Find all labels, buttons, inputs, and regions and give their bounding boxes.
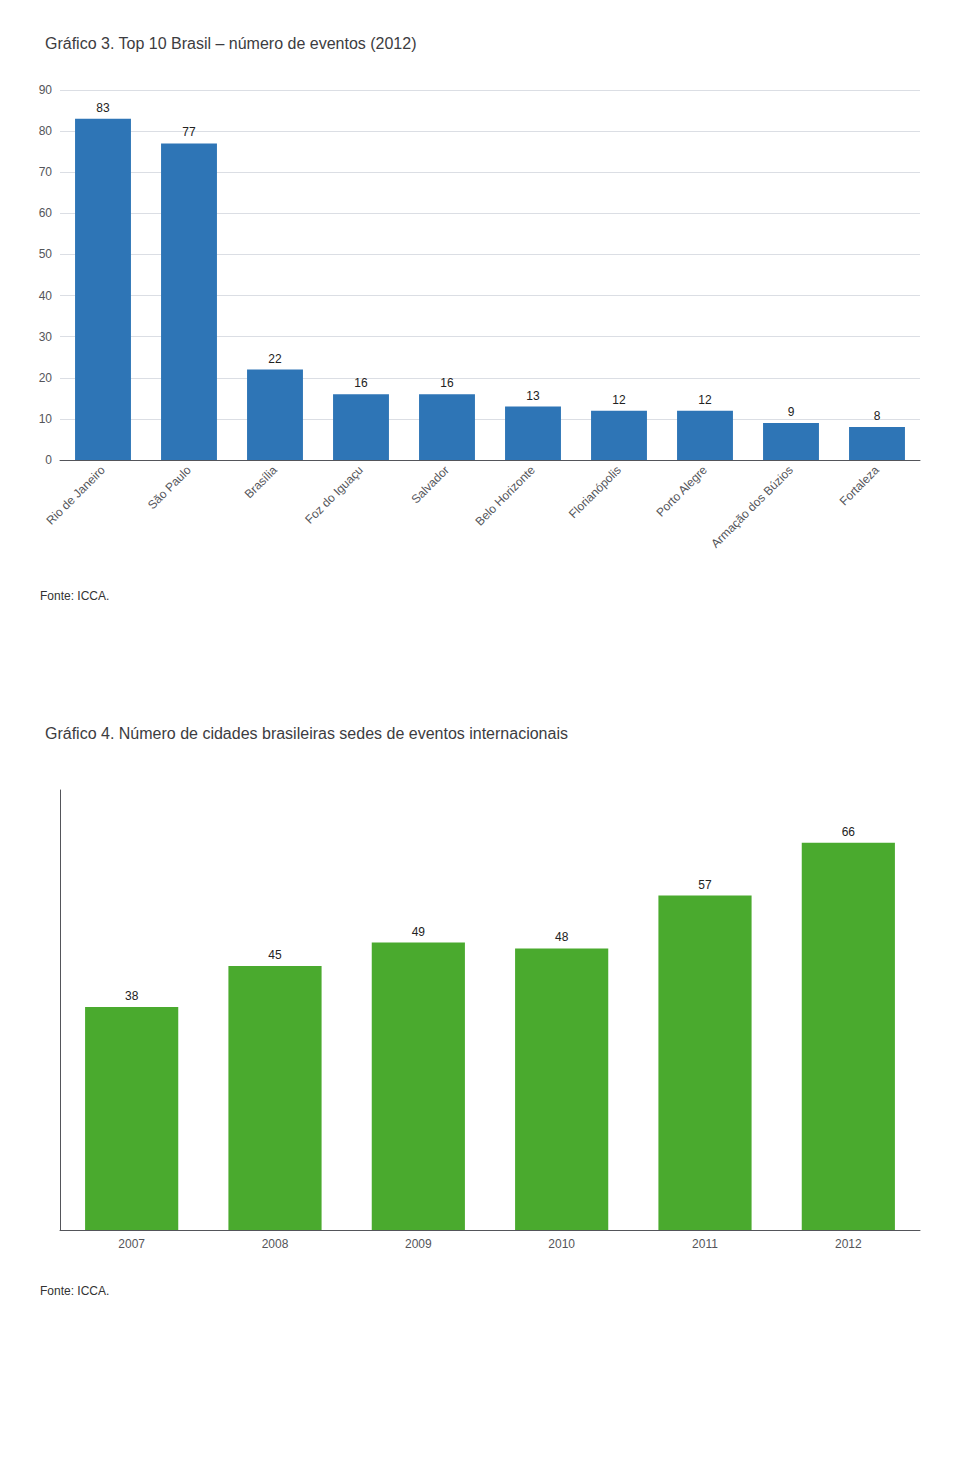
svg-text:Rio de Janeiro: Rio de Janeiro bbox=[43, 463, 108, 528]
svg-text:2009: 2009 bbox=[405, 1237, 432, 1251]
svg-text:38: 38 bbox=[125, 989, 139, 1003]
svg-text:60: 60 bbox=[39, 206, 53, 220]
svg-text:Armação dos Búzios: Armação dos Búzios bbox=[708, 463, 796, 551]
svg-text:Fortaleza: Fortaleza bbox=[837, 463, 882, 508]
svg-text:2008: 2008 bbox=[262, 1237, 289, 1251]
svg-text:Fonte: ICCA.: Fonte: ICCA. bbox=[40, 589, 109, 603]
svg-text:83: 83 bbox=[96, 101, 110, 115]
svg-text:Florianópolis: Florianópolis bbox=[566, 463, 624, 521]
svg-text:Gráfico 3. Top 10 Brasil – núm: Gráfico 3. Top 10 Brasil – número de eve… bbox=[45, 35, 416, 52]
svg-text:50: 50 bbox=[39, 247, 53, 261]
svg-text:São Paulo: São Paulo bbox=[145, 463, 194, 512]
svg-text:40: 40 bbox=[39, 289, 53, 303]
svg-text:16: 16 bbox=[354, 376, 368, 390]
svg-text:12: 12 bbox=[698, 393, 712, 407]
svg-text:Salvador: Salvador bbox=[409, 463, 452, 506]
svg-text:12: 12 bbox=[612, 393, 626, 407]
svg-text:13: 13 bbox=[526, 389, 540, 403]
svg-text:49: 49 bbox=[412, 925, 426, 939]
svg-text:2011: 2011 bbox=[692, 1237, 718, 1251]
svg-text:20: 20 bbox=[39, 371, 53, 385]
svg-text:70: 70 bbox=[39, 165, 53, 179]
svg-text:Brasília: Brasília bbox=[242, 463, 280, 501]
svg-text:66: 66 bbox=[842, 825, 856, 839]
svg-text:9: 9 bbox=[788, 405, 795, 419]
svg-text:8: 8 bbox=[874, 409, 881, 423]
svg-text:77: 77 bbox=[182, 125, 196, 139]
svg-text:Foz do Iguaçu: Foz do Iguaçu bbox=[302, 463, 366, 527]
svg-text:Belo Horizonte: Belo Horizonte bbox=[472, 463, 538, 529]
svg-text:Gráfico 4. Número de cidades b: Gráfico 4. Número de cidades brasileiras… bbox=[45, 725, 568, 742]
svg-text:48: 48 bbox=[555, 930, 569, 944]
svg-text:10: 10 bbox=[39, 412, 53, 426]
svg-text:2007: 2007 bbox=[118, 1237, 145, 1251]
svg-text:80: 80 bbox=[39, 124, 53, 138]
svg-text:90: 90 bbox=[39, 83, 53, 97]
svg-text:2012: 2012 bbox=[835, 1237, 862, 1251]
svg-text:Fonte: ICCA.: Fonte: ICCA. bbox=[40, 1284, 109, 1298]
svg-text:Porto Alegre: Porto Alegre bbox=[653, 463, 710, 520]
svg-text:30: 30 bbox=[39, 330, 53, 344]
svg-text:45: 45 bbox=[268, 948, 282, 962]
svg-text:22: 22 bbox=[268, 352, 282, 366]
svg-text:16: 16 bbox=[440, 376, 454, 390]
svg-text:2010: 2010 bbox=[548, 1237, 575, 1251]
svg-text:0: 0 bbox=[45, 453, 52, 467]
svg-text:57: 57 bbox=[698, 878, 712, 892]
